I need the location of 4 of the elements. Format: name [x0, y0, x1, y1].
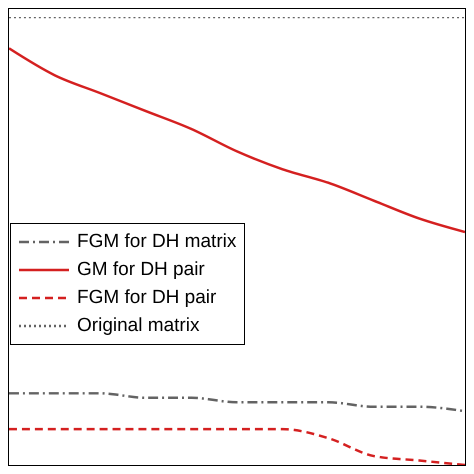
legend-label: FGM for DH matrix: [76, 230, 236, 254]
legend-label: FGM for DH pair: [76, 286, 218, 310]
legend-label: Original matrix: [76, 314, 200, 338]
legend-label: GM for DH pair: [76, 258, 206, 282]
